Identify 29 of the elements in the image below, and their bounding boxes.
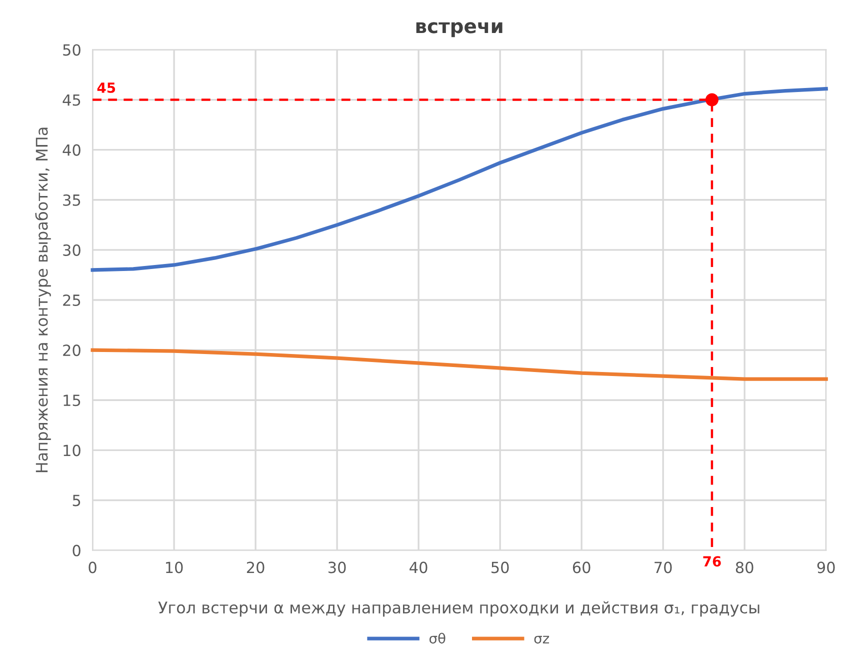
- legend-label: σz: [534, 636, 550, 644]
- x-tick-label: 50: [492, 562, 509, 574]
- x-tick-label: 30: [328, 562, 346, 574]
- y-tick-label: 50: [63, 44, 80, 56]
- y-tick-label: 10: [64, 444, 80, 456]
- x-tick-label: 80: [736, 562, 754, 574]
- x-tick-label: 10: [166, 562, 183, 574]
- x-tick-label: 90: [817, 562, 835, 574]
- x-tick-label: 0: [88, 562, 96, 574]
- annotation: 45: [97, 82, 116, 93]
- legend-label: σθ: [429, 632, 446, 644]
- annotation: 76: [703, 556, 721, 567]
- y-tick-label: 20: [63, 344, 80, 356]
- line-series: [90, 348, 828, 381]
- y-tick-label: 25: [63, 294, 80, 306]
- x-tick-label: 20: [246, 562, 264, 574]
- x-axis-title: Угол встерчи α между направлением проходки и действия σ₁, градусы: [158, 601, 760, 617]
- y-tick-label: 35: [63, 194, 80, 206]
- y-tick-label: 0: [72, 544, 80, 556]
- x-tick-label: 70: [654, 562, 672, 574]
- y-axis-title: Напряжения на контуре выработки, МПа: [35, 128, 51, 472]
- y-tick-label: 45: [62, 94, 80, 106]
- y-tick-label: 30: [63, 244, 80, 256]
- x-tick-label: 60: [572, 562, 590, 574]
- y-tick-label: 40: [62, 144, 80, 156]
- y-tick-label: 15: [64, 394, 80, 406]
- x-tick-label: 40: [410, 562, 428, 574]
- chart-title: встречи: [416, 22, 502, 38]
- y-tick-label: 5: [72, 494, 80, 506]
